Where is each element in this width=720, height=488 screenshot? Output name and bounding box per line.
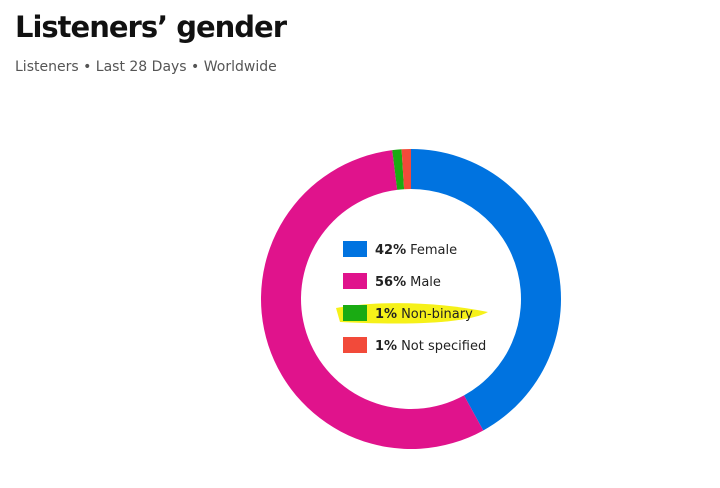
legend-swatch [343,337,367,353]
legend-value: 56% [375,275,406,290]
legend-swatch [343,305,367,321]
legend-name: Not specified [401,339,486,354]
chart-title: Listeners’ gender [15,10,288,44]
legend-value: 1% [375,307,397,322]
donut-segment [401,149,411,190]
legend-name: Non-binary [401,307,473,322]
legend-swatch [343,241,367,257]
donut-segment [392,149,405,190]
legend-label: 1% Non-binary [375,307,473,322]
legend-name: Female [410,243,457,258]
legend-label: 1% Not specified [375,339,486,354]
legend-label: 56% Male [375,275,441,290]
chart-subtitle: Listeners • Last 28 Days • Worldwide [15,59,277,75]
donut-segment [411,149,562,431]
legend-swatch [343,273,367,289]
highlight [336,303,488,324]
legend-value: 1% [375,339,397,354]
legend-label: 42% Female [375,243,457,258]
legend-name: Male [410,275,441,290]
legend-value: 42% [375,243,406,258]
donut-segment [261,150,484,449]
